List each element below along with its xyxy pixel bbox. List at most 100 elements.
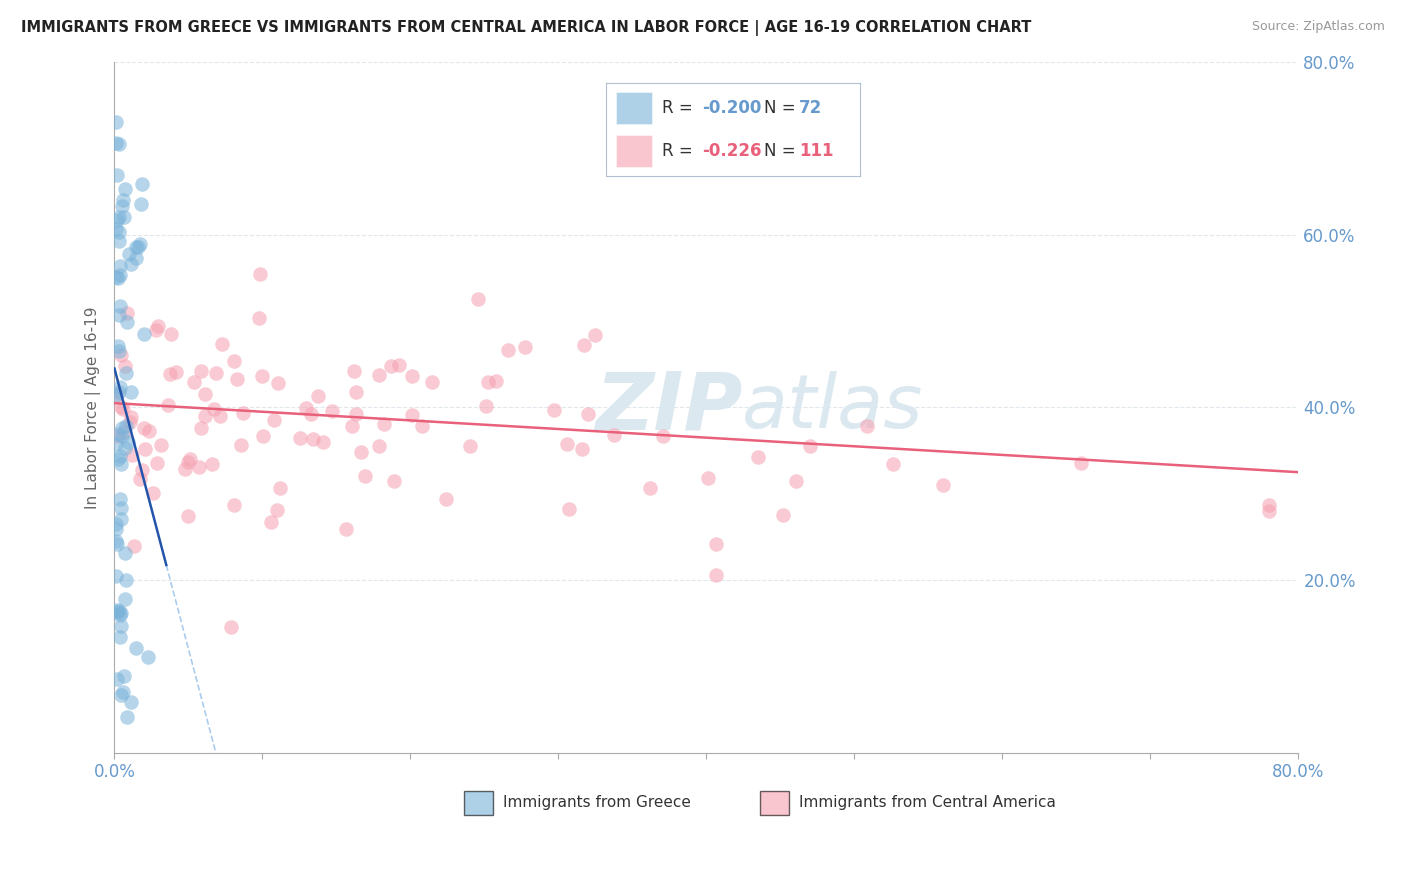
Point — [120, 409, 142, 424]
Point — [263, 413, 285, 427]
Point — [222, 354, 245, 368]
Point — [312, 435, 335, 450]
FancyBboxPatch shape — [464, 790, 494, 815]
Point — [104, 388, 127, 402]
Point — [105, 429, 128, 443]
Point — [138, 424, 160, 438]
Point — [112, 193, 135, 207]
Point — [354, 469, 377, 483]
Point — [112, 211, 135, 225]
Point — [301, 432, 323, 446]
Point — [115, 366, 138, 380]
Point — [111, 429, 134, 443]
Point — [108, 309, 131, 323]
Point — [179, 451, 201, 466]
Point — [194, 409, 217, 424]
Point — [132, 420, 155, 434]
Point — [105, 605, 128, 619]
Point — [120, 385, 142, 400]
Point — [247, 311, 270, 326]
Point — [115, 419, 138, 434]
Point — [571, 442, 593, 457]
Point — [114, 592, 136, 607]
Point — [114, 182, 136, 196]
Point — [105, 537, 128, 551]
Point — [388, 358, 411, 372]
Point — [295, 401, 318, 415]
Point — [110, 400, 132, 414]
Point — [115, 306, 138, 320]
Point — [785, 475, 807, 489]
Point — [108, 607, 131, 622]
Text: Immigrants from Greece: Immigrants from Greece — [503, 795, 690, 810]
Point — [344, 384, 367, 399]
Point — [250, 368, 273, 383]
Point — [111, 199, 134, 213]
Point — [108, 491, 131, 506]
Point — [368, 439, 391, 453]
Point — [401, 408, 423, 422]
Point — [108, 604, 131, 618]
Point — [134, 326, 156, 341]
Point — [603, 428, 626, 442]
Point — [104, 222, 127, 236]
Point — [104, 517, 127, 532]
Text: atlas: atlas — [742, 371, 924, 443]
Point — [107, 343, 129, 358]
Point — [267, 376, 290, 391]
Point — [485, 374, 508, 388]
Point — [129, 472, 152, 486]
Point — [932, 478, 955, 492]
Point — [110, 619, 132, 633]
Point — [156, 398, 179, 412]
Point — [117, 434, 139, 449]
Point — [219, 620, 242, 634]
Point — [145, 323, 167, 337]
Point — [107, 270, 129, 285]
Point — [110, 501, 132, 516]
Point — [201, 457, 224, 471]
Point — [697, 471, 720, 485]
Point — [114, 573, 136, 587]
Point — [190, 364, 212, 378]
Point — [799, 439, 821, 453]
Point — [150, 438, 173, 452]
Point — [108, 384, 131, 399]
Point — [335, 522, 357, 536]
Point — [434, 491, 457, 506]
Point — [111, 685, 134, 699]
Text: Source: ZipAtlas.com: Source: ZipAtlas.com — [1251, 20, 1385, 33]
Point — [120, 257, 142, 271]
Point — [543, 403, 565, 417]
Point — [496, 343, 519, 357]
Point — [104, 533, 127, 548]
Point — [159, 367, 181, 381]
Point — [205, 366, 228, 380]
Point — [104, 437, 127, 451]
Point — [260, 515, 283, 529]
Point — [226, 371, 249, 385]
Point — [104, 114, 127, 128]
Point — [107, 339, 129, 353]
Point — [108, 630, 131, 644]
Point — [112, 669, 135, 683]
Point — [266, 503, 288, 517]
Point — [401, 369, 423, 384]
Point — [110, 512, 132, 526]
Point — [108, 259, 131, 273]
Point — [299, 407, 322, 421]
Point — [288, 431, 311, 445]
Text: IMMIGRANTS FROM GREECE VS IMMIGRANTS FROM CENTRAL AMERICA IN LABOR FORCE | AGE 1: IMMIGRANTS FROM GREECE VS IMMIGRANTS FRO… — [21, 20, 1032, 36]
Point — [120, 415, 142, 429]
Point — [177, 508, 200, 523]
Point — [382, 474, 405, 488]
Point — [120, 695, 142, 709]
Point — [107, 451, 129, 466]
Point — [1070, 456, 1092, 470]
Point — [194, 387, 217, 401]
Point — [706, 537, 728, 551]
Point — [108, 380, 131, 394]
Point — [117, 709, 139, 723]
Point — [209, 409, 232, 423]
Point — [138, 649, 160, 664]
